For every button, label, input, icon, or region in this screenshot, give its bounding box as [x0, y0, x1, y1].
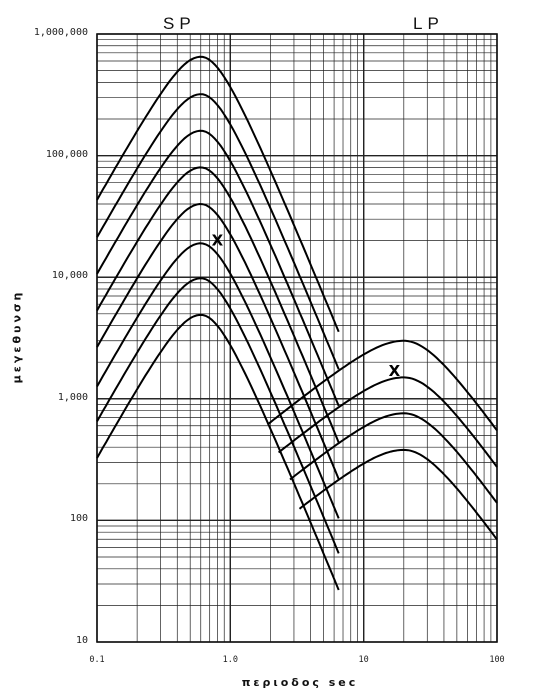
- chart-grid: [96, 33, 498, 643]
- sp-response-curve: [96, 202, 340, 480]
- operating-point-mark: X: [212, 232, 224, 250]
- y-tick-label: 100: [69, 513, 88, 525]
- y-tick-label: 1,000: [57, 391, 88, 403]
- operating-point-mark: X: [389, 362, 401, 380]
- x-tick-label: 0.1: [89, 655, 105, 665]
- sp-band-label: SP: [163, 14, 196, 33]
- lp-band-label: LP: [413, 14, 444, 33]
- y-tick-label: 10: [75, 635, 88, 646]
- sp-response-curve: [96, 55, 340, 333]
- y-tick-label: 10,000: [51, 270, 88, 282]
- sp-response-curve: [96, 166, 340, 443]
- sp-response-curve: [96, 93, 340, 370]
- operating-point-marks: XX: [212, 232, 401, 380]
- x-tick-label: 10: [358, 655, 369, 665]
- lp-response-curve: [277, 376, 498, 468]
- sp-response-curve: [96, 277, 340, 554]
- y-axis-title: μεγεθυνση: [10, 289, 24, 384]
- x-axis-title: περιοδος sec: [241, 676, 359, 689]
- sp-response-curve: [96, 242, 340, 519]
- y-tick-label: 1,000,000: [33, 27, 88, 38]
- x-tick-label: 100: [489, 655, 505, 665]
- response-curves: [96, 55, 498, 591]
- y-tick-label: 100,000: [45, 148, 88, 160]
- sp-response-curve: [96, 313, 340, 591]
- lp-response-curve: [266, 339, 498, 432]
- sp-response-curve: [96, 129, 340, 407]
- x-tick-label: 1.0: [222, 655, 239, 665]
- lp-response-curve: [298, 448, 498, 541]
- plot-frame: [96, 33, 498, 643]
- lp-response-curve: [289, 412, 498, 504]
